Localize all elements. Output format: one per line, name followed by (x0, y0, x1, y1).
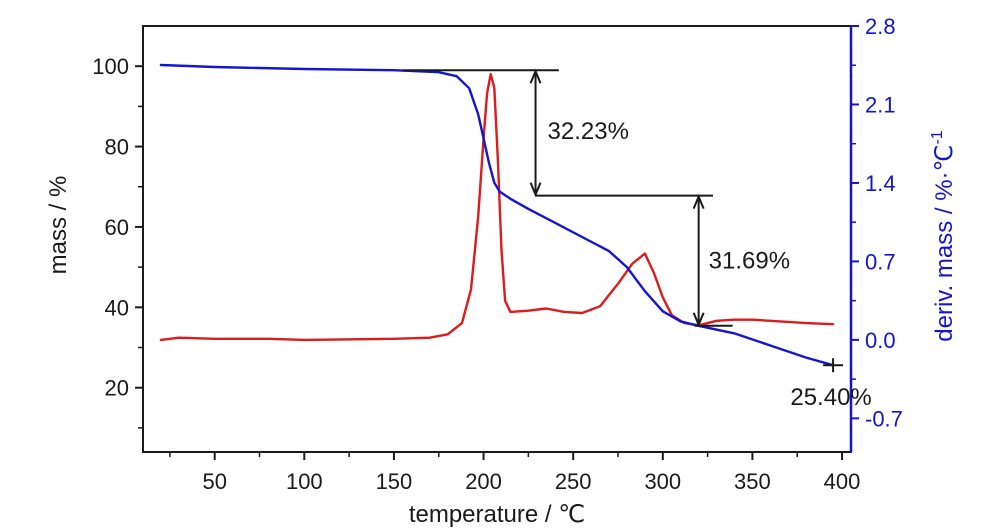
y2-tick-label: 2.8 (865, 14, 896, 39)
x-tick-label: 250 (555, 469, 592, 494)
x-tick-label: 200 (465, 469, 502, 494)
y2-axis-title-superscript: -1 (929, 130, 946, 144)
y2-axis-title-main: deriv. mass / %·℃ (931, 145, 958, 342)
y2-tick-label: 0.0 (865, 328, 896, 353)
y2-tick-label: 1.4 (865, 171, 896, 196)
x-tick-label: 150 (376, 469, 413, 494)
y-axis-right: 2.8 2.1 1.4 0.7 0.0 -0.7 (849, 14, 903, 452)
x-tick-label: 100 (286, 469, 323, 494)
y-tick-label: 20 (105, 376, 129, 401)
x-tick-label: 300 (644, 469, 681, 494)
measurement-arrowhead-down (692, 312, 705, 328)
y-tick-label: 60 (105, 215, 129, 240)
annotation-layer: 32.23% 31.69% 25.40% (402, 68, 872, 411)
dtg-curve-red (159, 73, 835, 342)
x-axis-title: temperature / ℃ (409, 501, 585, 528)
y2-tick-label: 2.1 (865, 92, 896, 117)
residue-label: 25.40% (790, 384, 871, 411)
mass-loss-label-1: 32.23% (548, 118, 629, 145)
x-tick-label: 50 (202, 469, 226, 494)
y2-tick-label: 0.7 (865, 249, 896, 274)
y-tick-label: 80 (105, 135, 129, 160)
y-axis-title: mass / % (45, 176, 72, 275)
y2-axis-title: deriv. mass / %·℃-1 (929, 130, 958, 342)
x-axis: 50 100 150 200 250 300 350 400 (169, 452, 861, 494)
y-tick-label: 40 (105, 295, 129, 320)
measurement-arrowhead-up (529, 68, 542, 84)
measurement-arrowhead-up (692, 193, 705, 209)
gridless-background (142, 25, 852, 453)
measurement-arrowhead-down (529, 182, 542, 198)
x-tick-label: 350 (734, 469, 771, 494)
y-tick-label: 100 (92, 54, 129, 79)
x-tick-label: 400 (824, 469, 861, 494)
y2-tick-label: -0.7 (865, 406, 903, 431)
series-layer (159, 63, 835, 367)
plot-frame (142, 25, 852, 453)
mass-loss-label-2: 31.69% (709, 248, 790, 275)
y-axis-left: 20 40 60 80 100 (92, 54, 143, 429)
